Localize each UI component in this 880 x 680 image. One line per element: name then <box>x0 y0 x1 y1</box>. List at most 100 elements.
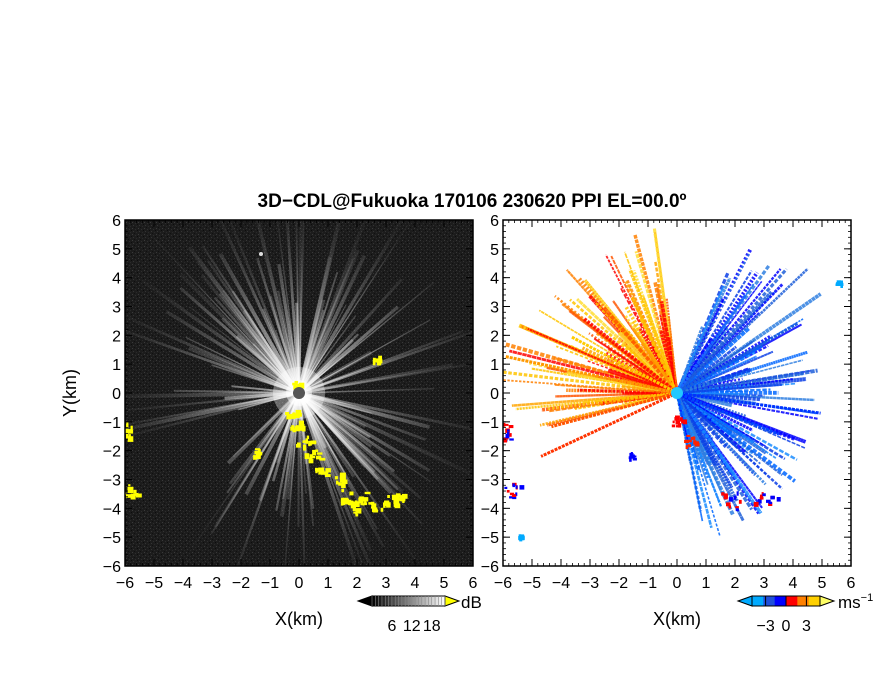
noise-speck <box>259 252 263 256</box>
velocity-ray <box>623 251 678 394</box>
high-echo-cell <box>255 448 260 451</box>
high-echo-cell <box>306 435 310 440</box>
reflectivity-ray <box>298 392 379 481</box>
reflectivity-ray <box>179 273 301 395</box>
x-tick-label: −3 <box>581 575 599 592</box>
velocity-ray <box>527 327 678 394</box>
velocity-echo-cell <box>735 506 739 509</box>
velocity-echo-cell <box>515 485 518 489</box>
velocity-echo-cell <box>504 486 508 489</box>
y-tick-label: 1 <box>490 357 499 374</box>
x-tick-label: −6 <box>494 575 512 592</box>
high-echo-cell <box>308 457 313 463</box>
velocity-xlabel: X(km) <box>653 609 701 629</box>
high-echo-cell <box>285 412 290 416</box>
high-echo-cell <box>130 493 136 500</box>
high-echo-cell <box>401 493 408 499</box>
x-tick-label: 5 <box>818 575 827 592</box>
velocity-ray <box>584 391 678 404</box>
velocity-echo-cell <box>519 485 525 490</box>
high-echo-cell <box>295 409 302 416</box>
y-tick-label: −3 <box>103 473 121 490</box>
velocity-ray <box>676 392 763 509</box>
high-echo-cell <box>371 501 375 506</box>
y-tick-label: 3 <box>490 300 499 317</box>
high-echo-cell <box>391 494 397 501</box>
high-echo-cell <box>257 449 261 454</box>
velocity-echo-cell <box>736 491 739 496</box>
high-echo-cell <box>286 415 292 420</box>
radar-site-left <box>293 387 305 399</box>
high-echo-cell <box>253 455 258 460</box>
high-echo-cell <box>400 498 406 502</box>
velocity-echo-cell <box>757 499 762 504</box>
velocity-ray <box>676 367 752 395</box>
high-echo-cell <box>340 476 346 483</box>
velocity-echo-cell <box>521 535 525 540</box>
velocity-colorbar-segments <box>752 596 821 606</box>
reflectivity-ray <box>298 391 396 473</box>
y-tick-label: 0 <box>112 386 121 403</box>
high-echo-cell <box>292 428 296 433</box>
reflectivity-ray <box>298 350 372 395</box>
high-echo-cell <box>336 480 339 485</box>
velocity-ray <box>676 285 725 394</box>
high-echo-cell <box>298 420 304 426</box>
high-echo-cell <box>127 436 134 442</box>
x-tick-label: 3 <box>760 575 769 592</box>
velocity-echo-cell <box>508 433 512 437</box>
velocity-unit-base: ms <box>838 593 861 612</box>
velocity-ray <box>539 391 678 427</box>
reflectivity-ray <box>297 392 358 566</box>
reflectivity-colorbar-ticks: 6 12 18 <box>371 596 446 635</box>
velocity-echo-cell <box>838 281 841 285</box>
y-tick-label: 5 <box>490 242 499 259</box>
x-tick-label: 6 <box>469 575 478 592</box>
reflectivity-ray <box>256 257 301 394</box>
high-echo-cell <box>324 471 329 475</box>
high-echo-cell <box>380 507 384 512</box>
x-tick-label: 0 <box>673 575 682 592</box>
reflectivity-ylabel: Y(km) <box>60 369 80 417</box>
velocity-ray <box>676 267 809 394</box>
velocity-ray <box>531 367 678 395</box>
reflectivity-ray <box>165 310 300 395</box>
high-echo-cell <box>126 424 129 428</box>
colorbar-tick-label: 6 <box>387 618 396 635</box>
velocity-echo-cell <box>672 420 675 424</box>
x-tick-label: −6 <box>116 575 134 592</box>
high-echo-cell <box>355 501 360 508</box>
high-echo-cell <box>312 449 317 456</box>
reflectivity-ray <box>298 388 435 394</box>
velocity-echo-cell <box>681 419 686 424</box>
velocity-echo-cell <box>503 422 506 427</box>
x-tick-label: 4 <box>411 575 420 592</box>
velocity-echo-cell <box>509 492 515 496</box>
high-echo-cell <box>310 440 317 445</box>
y-tick-label: −5 <box>481 530 499 547</box>
high-echo-cell <box>394 503 399 506</box>
y-tick-label: −2 <box>481 444 499 461</box>
high-echo-cell <box>342 500 346 505</box>
velocity-ray <box>554 383 678 394</box>
y-tick-label: 6 <box>112 213 121 230</box>
y-tick-label: 4 <box>112 271 121 288</box>
high-echo-cell <box>393 499 400 505</box>
y-tick-label: 2 <box>112 328 121 345</box>
reflectivity-high-echo <box>125 355 408 517</box>
velocity-echo-cell <box>679 417 683 422</box>
velocity-ray <box>676 391 798 461</box>
high-echo-cell <box>343 498 349 505</box>
high-echo-cell <box>325 468 331 473</box>
x-tick-label: 1 <box>702 575 711 592</box>
high-echo-cell <box>125 428 129 435</box>
velocity-ray <box>518 323 678 395</box>
colorbar-tick-label: 18 <box>423 618 441 635</box>
colorbar-segment <box>786 596 798 606</box>
y-tick-label: −1 <box>481 415 499 432</box>
velocity-ray <box>676 334 773 395</box>
high-echo-cell <box>325 474 331 477</box>
high-echo-cell <box>379 358 381 362</box>
velocity-ray-long <box>676 321 799 395</box>
reflectivity-ray <box>232 392 300 457</box>
